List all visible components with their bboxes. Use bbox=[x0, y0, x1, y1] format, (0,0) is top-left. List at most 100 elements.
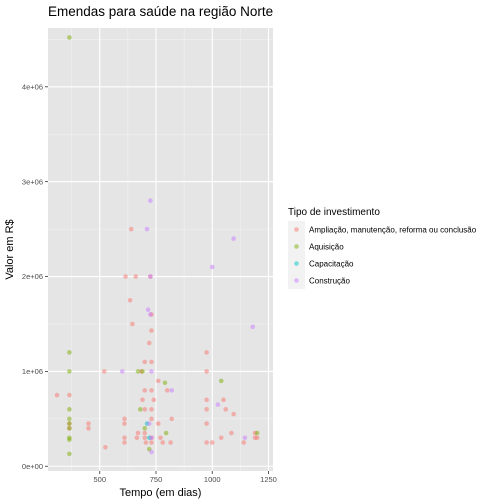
data-point bbox=[221, 397, 226, 403]
data-point bbox=[148, 312, 153, 317]
data-point bbox=[241, 440, 247, 445]
data-point bbox=[140, 397, 145, 403]
data-point bbox=[134, 435, 140, 441]
data-point bbox=[135, 369, 141, 374]
data-point bbox=[67, 416, 72, 422]
data-point bbox=[204, 440, 209, 445]
data-point bbox=[142, 430, 148, 436]
data-point bbox=[145, 307, 151, 313]
data-point bbox=[204, 350, 209, 355]
legend-items: Ampliação, manutenção, reforma ou conclu… bbox=[288, 221, 477, 289]
y-tick-label: 0e+00 bbox=[22, 462, 43, 471]
data-point bbox=[254, 435, 260, 441]
data-point bbox=[133, 274, 139, 279]
data-point bbox=[67, 350, 72, 355]
data-point bbox=[155, 378, 161, 384]
data-point bbox=[149, 359, 154, 365]
data-point bbox=[143, 440, 149, 445]
data-point bbox=[146, 340, 152, 346]
data-point bbox=[163, 430, 169, 436]
data-point bbox=[146, 421, 152, 426]
data-point bbox=[160, 440, 166, 445]
data-point bbox=[204, 407, 209, 412]
data-point bbox=[135, 430, 141, 436]
y-axis-ticks: 0e+00 1e+06 2e+06 3e+06 4e+06 bbox=[22, 82, 48, 471]
data-point bbox=[103, 444, 108, 450]
data-point bbox=[250, 324, 256, 330]
data-point bbox=[142, 359, 148, 365]
legend-label: Construção bbox=[309, 277, 350, 286]
legend-marker bbox=[294, 261, 299, 266]
data-point bbox=[148, 198, 153, 203]
data-point bbox=[218, 435, 224, 441]
data-point bbox=[67, 426, 72, 431]
data-point bbox=[169, 388, 175, 393]
data-point bbox=[122, 421, 127, 426]
minor-gridlines bbox=[48, 28, 273, 471]
y-tick-label: 2e+06 bbox=[22, 272, 43, 281]
data-points bbox=[54, 35, 260, 457]
data-point bbox=[130, 321, 135, 327]
legend-marker bbox=[294, 244, 299, 249]
x-tick-label: 500 bbox=[93, 475, 106, 484]
data-point bbox=[122, 416, 127, 422]
data-point bbox=[122, 435, 127, 441]
data-point bbox=[144, 226, 150, 232]
data-point bbox=[86, 421, 91, 426]
data-point bbox=[209, 440, 215, 445]
data-point bbox=[149, 407, 154, 412]
data-point bbox=[67, 407, 72, 412]
data-point bbox=[149, 440, 154, 445]
data-point bbox=[162, 380, 168, 386]
x-tick-label: 750 bbox=[150, 475, 163, 484]
y-tick-label: 1e+06 bbox=[22, 367, 43, 376]
x-axis-title: Tempo (em dias) bbox=[120, 487, 202, 499]
data-point bbox=[149, 435, 154, 441]
legend-title: Tipo de investimento bbox=[288, 207, 380, 218]
data-point bbox=[122, 440, 127, 445]
y-tick-label: 4e+06 bbox=[22, 82, 43, 91]
y-tick-label: 3e+06 bbox=[22, 177, 43, 186]
data-point bbox=[67, 437, 72, 442]
legend-label: Ampliação, manutenção, reforma ou conclu… bbox=[309, 226, 477, 235]
data-point bbox=[148, 274, 153, 279]
data-point bbox=[123, 274, 128, 279]
major-gridlines bbox=[48, 28, 273, 471]
data-point bbox=[204, 421, 209, 426]
x-axis-ticks: 500 750 1000 1250 bbox=[93, 471, 277, 484]
legend-marker bbox=[294, 278, 299, 283]
data-point bbox=[218, 378, 224, 384]
data-point bbox=[155, 421, 161, 426]
data-point bbox=[223, 407, 229, 412]
data-point bbox=[168, 440, 173, 445]
data-point bbox=[67, 392, 72, 398]
data-point bbox=[169, 416, 175, 422]
data-point bbox=[67, 421, 72, 426]
data-point bbox=[229, 430, 234, 436]
data-point bbox=[142, 426, 148, 431]
data-point bbox=[204, 369, 209, 374]
data-point bbox=[128, 226, 134, 232]
data-point bbox=[67, 369, 72, 374]
data-point bbox=[142, 388, 148, 393]
data-point bbox=[140, 369, 145, 374]
x-tick-label: 1250 bbox=[260, 475, 277, 484]
data-point bbox=[149, 416, 154, 422]
data-point bbox=[215, 402, 221, 407]
legend-label: Aquisição bbox=[309, 243, 344, 252]
data-point bbox=[67, 35, 72, 40]
data-point bbox=[209, 264, 215, 270]
chart-title: Emendas para saúde na região Norte bbox=[48, 4, 273, 19]
data-point bbox=[149, 449, 154, 455]
plot-panel bbox=[48, 28, 273, 471]
data-point bbox=[137, 407, 143, 412]
x-tick-label: 1000 bbox=[204, 475, 221, 484]
legend-label: Capacitação bbox=[309, 260, 354, 269]
data-point bbox=[86, 426, 91, 431]
data-point bbox=[158, 435, 163, 441]
data-point bbox=[142, 435, 148, 441]
data-point bbox=[151, 397, 157, 403]
legend-marker bbox=[294, 227, 299, 232]
data-point bbox=[119, 369, 125, 374]
